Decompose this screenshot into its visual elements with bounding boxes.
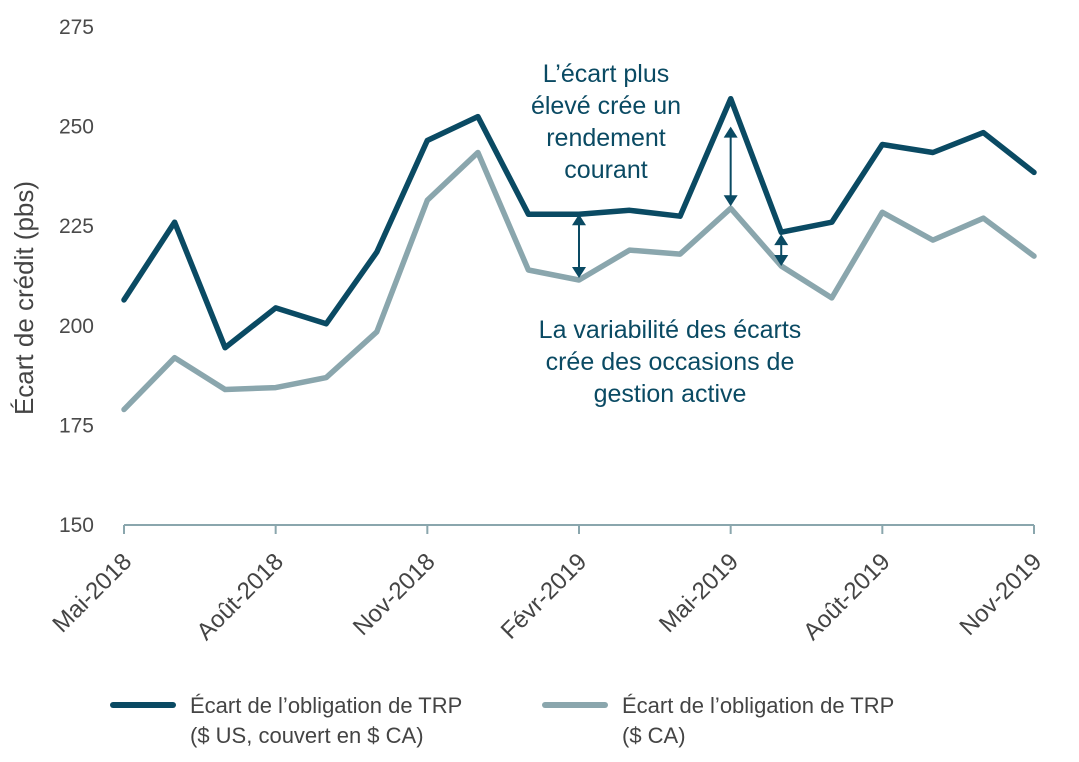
y-tick-label: 250 [59,116,94,139]
annotation-line: L’écart plus [543,60,669,88]
x-tick-label: Août-2018 [191,548,288,645]
legend-label: Écart de l’obligation de TRP [622,693,894,718]
y-tick-label: 225 [59,215,94,238]
x-tick-label: Mai-2018 [47,548,137,638]
y-axis-label: Écart de crédit (pbs) [9,181,39,415]
arrow-head-up [774,234,789,246]
annotation-line: crée des occasions de [546,348,795,376]
annotation-line: rendement [546,124,666,152]
y-tick-label: 175 [59,414,94,437]
y-tick-label: 200 [59,315,94,338]
annotation-current-yield: L’écart plus élevé crée un rendement couran… [531,60,681,184]
x-tick-label: Nov-2019 [955,548,1048,641]
arrow-head-up [723,126,738,138]
arrow-head-up [572,214,586,226]
legend-item: Écart de l’obligation de TRP ($ CA) [542,693,894,748]
annotation-line: courant [564,156,647,184]
arrow-head-down [774,255,789,267]
x-tick-label: Août-2019 [798,548,895,645]
annotation-line: La variabilité des écarts [539,316,802,344]
annotation-active-management: La variabilité des écarts crée des occasi… [539,316,802,408]
annotation-line: élevé crée un [531,92,681,120]
legend-label: ($ CA) [622,723,686,748]
x-tick-label: Févr-2019 [496,548,592,644]
legend-item: Écart de l’obligation de TRP ($ US, couve… [110,693,462,748]
legend-label: ($ US, couvert en $ CA) [190,723,424,748]
series-line-cad [121,149,1037,413]
series-line-usd-hedged [121,95,1037,351]
x-tick-label: Mai-2019 [654,548,744,638]
double-arrow [774,234,789,267]
double-arrow [572,214,586,278]
double-arrow [723,126,738,207]
y-tick-label: 150 [59,514,94,537]
annotation-line: gestion active [594,380,747,408]
x-tick-label: Nov-2018 [348,548,441,641]
y-tick-label: 275 [59,16,94,39]
arrow-head-down [572,266,586,278]
arrow-head-down [723,195,738,207]
legend-label: Écart de l’obligation de TRP [190,693,462,718]
